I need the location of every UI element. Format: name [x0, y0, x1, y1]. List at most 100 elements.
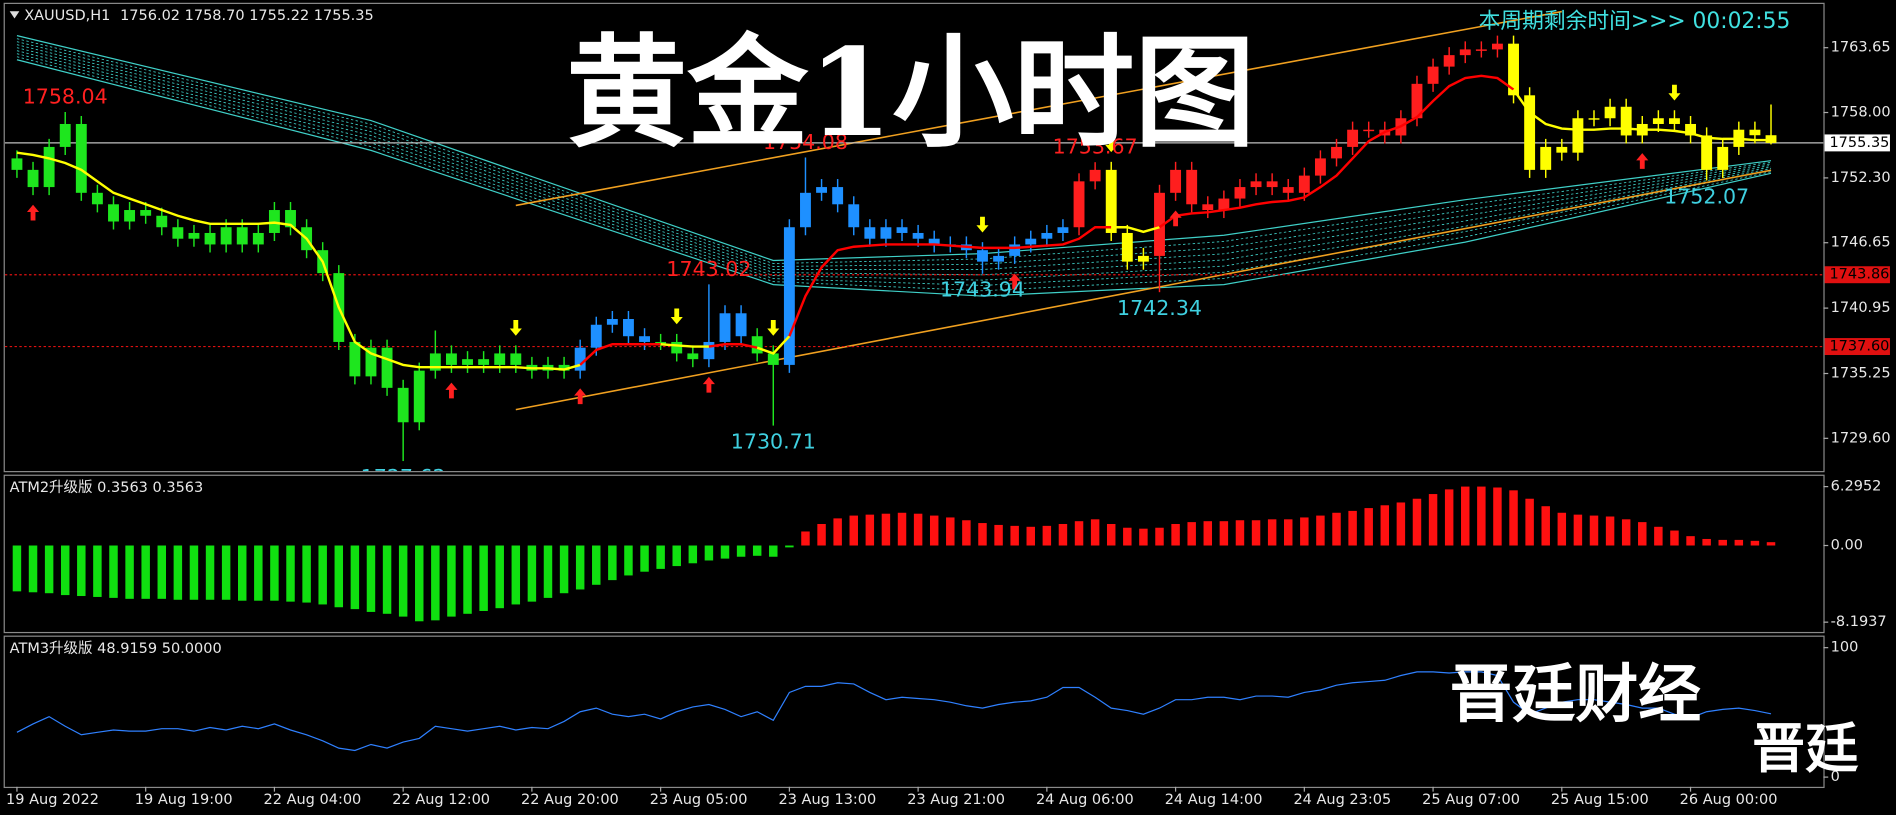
- buy-arrow: [26, 204, 40, 221]
- candle-body: [896, 227, 908, 233]
- candle-body: [397, 387, 409, 423]
- price-annotation: 1752.07: [1664, 184, 1749, 208]
- candle-body: [671, 341, 683, 354]
- price-level-label: 1737.60: [1829, 339, 1889, 355]
- x-tick-label: 22 Aug 04:00: [264, 792, 362, 808]
- x-tick-label: 19 Aug 19:00: [135, 792, 233, 808]
- histogram-bar: [1171, 523, 1180, 546]
- histogram-bar: [1090, 519, 1100, 546]
- histogram-bar: [527, 545, 537, 602]
- candle-body: [1121, 232, 1133, 262]
- histogram-bar: [1235, 520, 1245, 546]
- candle-body: [285, 210, 296, 228]
- histogram-bar: [93, 545, 102, 597]
- histogram-bar: [1766, 542, 1776, 546]
- buy-arrow: [702, 376, 715, 393]
- candle-body: [478, 359, 490, 365]
- candle-body: [1475, 49, 1487, 51]
- candle-body: [1540, 146, 1552, 170]
- moving-average: [660, 343, 709, 348]
- histogram-bar: [479, 545, 488, 611]
- candle-body: [639, 336, 650, 342]
- sell-arrow: [670, 308, 683, 325]
- candle-body: [1524, 95, 1536, 170]
- candle-body: [1669, 118, 1680, 124]
- histogram-bar: [1300, 517, 1309, 546]
- candle-body: [735, 313, 747, 337]
- moving-average: [1111, 226, 1160, 234]
- histogram-bar: [994, 524, 1003, 546]
- histogram-bar: [1750, 540, 1760, 546]
- candle-body: [236, 227, 248, 245]
- histogram-bar: [431, 545, 440, 621]
- histogram-bar: [1509, 490, 1518, 546]
- candle-body: [1347, 129, 1359, 147]
- candle-body: [767, 353, 779, 365]
- histogram-bar: [1348, 510, 1357, 546]
- price-annotation: 1743.02: [666, 257, 751, 281]
- histogram-bar: [769, 545, 778, 557]
- candle-body: [703, 341, 715, 360]
- candle-body: [91, 192, 103, 205]
- trend-line: [515, 169, 1772, 411]
- histogram-bar: [1428, 494, 1438, 546]
- candle-body: [1685, 123, 1696, 136]
- ribbon-inner-line: [16, 56, 1772, 292]
- histogram-bar: [1444, 489, 1454, 546]
- atm3-panel-border: [3, 635, 1825, 789]
- candle-body: [1491, 43, 1503, 50]
- histogram-bar: [833, 518, 842, 546]
- candle-body: [1459, 49, 1471, 56]
- menu-triangle[interactable]: [9, 11, 20, 19]
- histogram-bar: [1396, 502, 1406, 546]
- histogram-bar: [592, 545, 601, 585]
- histogram-bar: [511, 545, 521, 605]
- candle-body: [59, 123, 71, 147]
- moving-average: [16, 151, 581, 371]
- candle-body: [1443, 55, 1455, 67]
- histogram-bar: [205, 545, 215, 600]
- countdown: 本周期剩余时间>>> 00:02:55: [1479, 9, 1791, 34]
- x-tick-label: 25 Aug 15:00: [1551, 792, 1649, 808]
- histogram-bar: [1010, 525, 1019, 546]
- candle-body: [1250, 181, 1262, 188]
- x-tick-label: 25 Aug 07:00: [1422, 792, 1520, 808]
- candle-body: [1282, 187, 1294, 193]
- x-tick-label: 23 Aug 05:00: [650, 792, 748, 808]
- histogram-bar: [1332, 512, 1341, 546]
- moving-average: [579, 343, 661, 366]
- histogram-bar: [463, 545, 472, 614]
- price-annotation: 1754.08: [763, 130, 848, 154]
- candle-body: [1105, 169, 1117, 233]
- x-tick-label: 24 Aug 14:00: [1165, 792, 1263, 808]
- candle-body: [252, 232, 264, 245]
- y-tick-label: 1740.95: [1831, 300, 1891, 316]
- histogram-bar: [1251, 520, 1261, 546]
- candle-body: [848, 204, 860, 228]
- sell-arrow: [509, 319, 522, 336]
- histogram-bar: [1477, 486, 1486, 546]
- candle-body: [445, 353, 457, 365]
- histogram-bar: [801, 531, 810, 546]
- histogram-bar: [752, 545, 762, 556]
- x-tick-label: 26 Aug 00:00: [1680, 792, 1778, 808]
- histogram-bar: [398, 545, 408, 617]
- price-annotation: 1743.94: [940, 278, 1025, 302]
- histogram-bar: [946, 517, 955, 546]
- sell-arrow: [1105, 136, 1118, 153]
- trend-line: [515, 10, 1562, 207]
- histogram-bar: [608, 545, 617, 581]
- histogram-bar: [736, 545, 746, 557]
- candle-body: [655, 341, 667, 344]
- price-level-label: 1755.35: [1829, 135, 1889, 151]
- candle-body: [1572, 118, 1584, 153]
- candle-body: [156, 215, 168, 228]
- histogram-bar: [1605, 516, 1615, 546]
- histogram-bar: [1493, 487, 1502, 546]
- candle-body: [11, 158, 23, 170]
- moving-average: [756, 335, 791, 355]
- price-annotation: 1727.62: [361, 465, 446, 489]
- candle-body: [124, 210, 136, 222]
- candle-body: [188, 232, 200, 239]
